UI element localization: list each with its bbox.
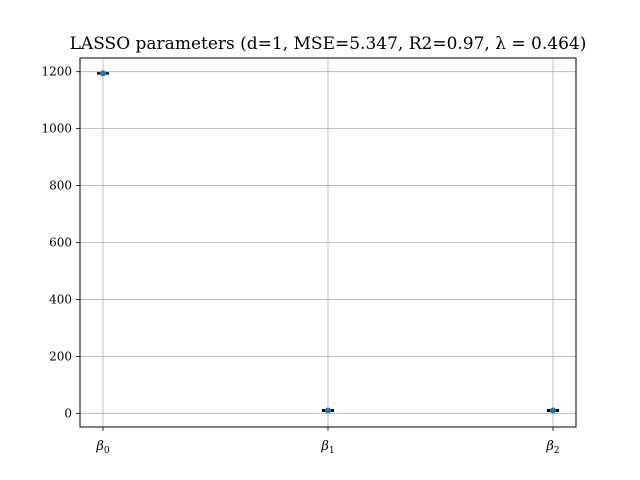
y-tick-label: 600 [49, 236, 72, 250]
x-axis: β0 β1 β2 [95, 427, 560, 456]
grid-lines [80, 58, 576, 427]
data-point [100, 70, 106, 77]
y-tick-label: 1200 [41, 65, 72, 79]
x-tick-label: β1 [320, 439, 334, 456]
x-tick-label: β0 [95, 439, 110, 456]
chart-title: LASSO parameters (d=1, MSE=5.347, R2=0.9… [70, 34, 587, 54]
data-point [550, 407, 556, 414]
y-tick-label: 200 [49, 349, 72, 363]
y-axis: 0 200 400 600 800 1000 1200 [41, 65, 80, 420]
y-tick-label: 400 [49, 292, 72, 306]
data-points [97, 70, 559, 414]
y-tick-label: 1000 [41, 122, 72, 136]
data-point [325, 407, 331, 414]
y-tick-label: 0 [64, 406, 72, 420]
x-tick-label: β2 [545, 439, 559, 456]
y-tick-label: 800 [49, 179, 72, 193]
